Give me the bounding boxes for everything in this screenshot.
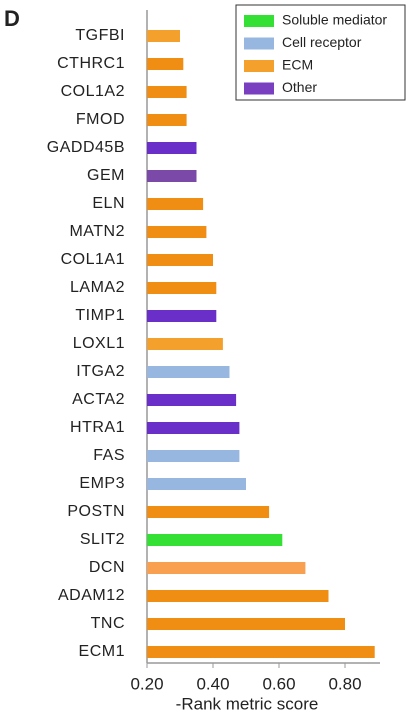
bar bbox=[147, 282, 217, 294]
legend-label: Soluble mediator bbox=[282, 12, 387, 28]
bar bbox=[147, 142, 197, 154]
y-tick-label: COL1A1 bbox=[61, 251, 125, 268]
bar bbox=[147, 646, 375, 658]
legend-swatch bbox=[244, 37, 274, 50]
y-tick-label: ITGA2 bbox=[76, 363, 125, 380]
y-tick-label: ACTA2 bbox=[72, 391, 125, 408]
bar bbox=[147, 394, 237, 406]
y-tick-label: EMP3 bbox=[79, 475, 125, 492]
legend-swatch bbox=[244, 15, 274, 27]
legend-swatch bbox=[244, 60, 274, 72]
bar bbox=[147, 562, 306, 574]
y-tick-label: DCN bbox=[89, 559, 125, 576]
y-tick-label: LAMA2 bbox=[70, 279, 125, 296]
bar bbox=[147, 366, 230, 378]
y-tick-label: HTRA1 bbox=[70, 419, 125, 436]
bar bbox=[147, 450, 240, 462]
legend-label: Cell receptor bbox=[282, 34, 362, 50]
y-tick-label: TIMP1 bbox=[75, 307, 125, 324]
y-tick-label: FAS bbox=[93, 447, 125, 464]
bar bbox=[147, 254, 213, 266]
bar bbox=[147, 618, 345, 630]
panel-label: D bbox=[4, 6, 20, 31]
bar bbox=[147, 30, 180, 42]
legend-label: Other bbox=[282, 79, 317, 95]
bar bbox=[147, 58, 184, 70]
y-tick-label: ECM1 bbox=[79, 643, 125, 660]
bar bbox=[147, 590, 329, 602]
legend-swatch bbox=[244, 82, 274, 95]
y-tick-label: COL1A2 bbox=[61, 83, 125, 100]
x-tick-label: 0.60 bbox=[262, 674, 295, 693]
y-tick-label: TNC bbox=[91, 615, 125, 632]
x-tick-label: 0.40 bbox=[196, 674, 229, 693]
bar bbox=[147, 198, 204, 210]
y-tick-label: TGFBI bbox=[75, 27, 125, 44]
y-tick-label: ELN bbox=[92, 195, 125, 212]
bar bbox=[147, 310, 217, 322]
bar bbox=[147, 478, 246, 490]
bar bbox=[147, 534, 283, 546]
y-tick-label: GEM bbox=[87, 167, 125, 184]
y-tick-label: MATN2 bbox=[69, 223, 125, 240]
bar bbox=[147, 114, 187, 126]
y-tick-label: FMOD bbox=[76, 111, 125, 128]
y-tick-label: GADD45B bbox=[47, 139, 125, 156]
bar bbox=[147, 226, 207, 238]
y-tick-label: CTHRC1 bbox=[57, 55, 125, 72]
bar bbox=[147, 506, 270, 518]
bar bbox=[147, 338, 223, 350]
bar bbox=[147, 86, 187, 98]
y-tick-label: SLIT2 bbox=[80, 531, 125, 548]
x-tick-label: 0.80 bbox=[328, 674, 361, 693]
y-tick-label: ADAM12 bbox=[58, 587, 125, 604]
bar bbox=[147, 422, 240, 434]
y-tick-label: LOXL1 bbox=[73, 335, 125, 352]
y-tick-label: POSTN bbox=[67, 503, 125, 520]
bar bbox=[147, 170, 197, 182]
x-tick-label: 0.20 bbox=[130, 674, 163, 693]
legend-label: ECM bbox=[282, 57, 313, 73]
x-axis-label: -Rank metric score bbox=[176, 694, 319, 713]
